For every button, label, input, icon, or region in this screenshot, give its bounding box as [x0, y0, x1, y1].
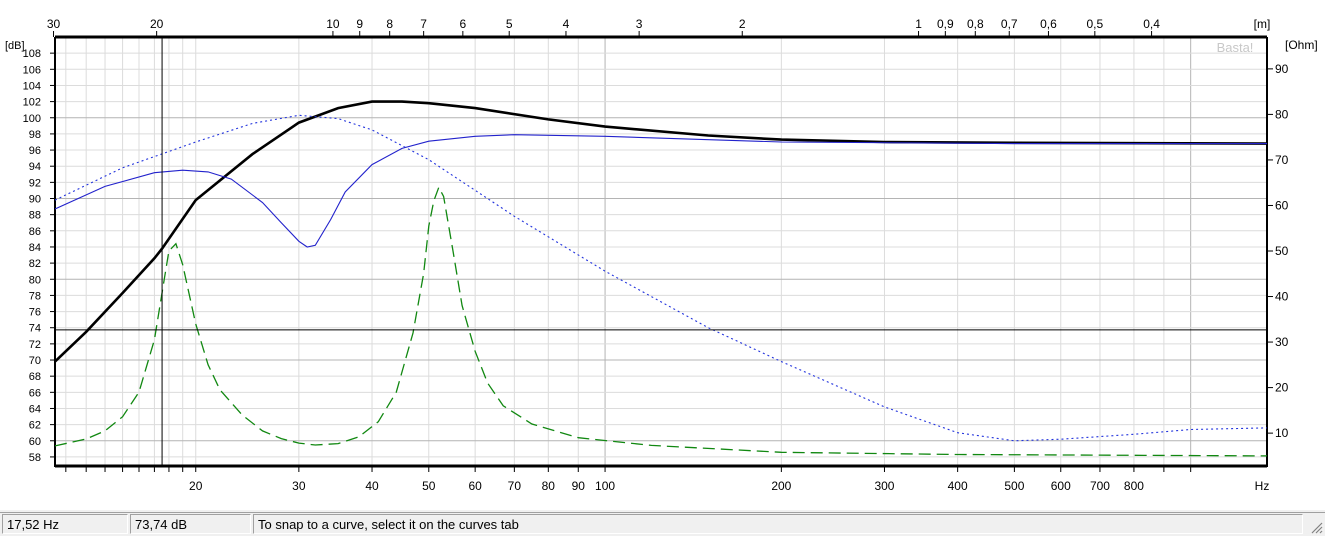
wavelength-tick-label: 9 [356, 17, 363, 31]
wavelength-tick-label: 30 [47, 17, 61, 31]
wavelength-tick-label: 20 [150, 17, 164, 31]
wavelength-tick-label: 10 [326, 17, 340, 31]
chart-background [0, 0, 1325, 510]
freq-unit-label: Hz [1255, 479, 1270, 493]
wavelength-tick-label: 4 [563, 17, 570, 31]
db-tick-label: 86 [29, 226, 41, 238]
wavelength-tick-label: 5 [506, 17, 513, 31]
db-tick-label: 62 [29, 420, 41, 432]
ohm-tick-label: 60 [1275, 198, 1289, 212]
resize-grip-icon[interactable] [1309, 520, 1323, 534]
freq-tick-label: 30 [292, 479, 306, 493]
wavelength-tick-label: 3 [636, 17, 643, 31]
status-hint: To snap to a curve, select it on the cur… [253, 514, 1303, 534]
ohm-tick-label: 70 [1275, 153, 1289, 167]
wavelength-tick-label: 2 [739, 17, 746, 31]
freq-tick-label: 20 [189, 479, 203, 493]
ohm-tick-label: 90 [1275, 62, 1289, 76]
wavelength-tick-label: 0,6 [1040, 17, 1057, 31]
ohm-tick-label: 80 [1275, 107, 1289, 121]
freq-tick-label: 40 [365, 479, 379, 493]
db-tick-label: 90 [29, 194, 41, 206]
db-tick-label: 72 [29, 339, 41, 351]
ohm-tick-label: 30 [1275, 335, 1289, 349]
db-tick-label: 92 [29, 177, 41, 189]
spl-driver-curve [55, 134, 1267, 248]
freq-tick-label: 600 [1051, 479, 1071, 493]
wavelength-tick-label: 0,5 [1086, 17, 1103, 31]
db-tick-label: 80 [29, 274, 41, 286]
freq-tick-label: 300 [874, 479, 894, 493]
freq-tick-label: 70 [508, 479, 522, 493]
wavelength-tick-label: 8 [386, 17, 393, 31]
db-tick-label: 58 [29, 452, 41, 464]
impedance-curve [55, 185, 1267, 457]
db-tick-label: 106 [23, 64, 41, 76]
db-tick-label: 60 [29, 436, 41, 448]
freq-tick-label: 800 [1124, 479, 1144, 493]
db-tick-label: 104 [23, 80, 41, 92]
wavelength-tick-label: 0,7 [1001, 17, 1018, 31]
db-tick-label: 76 [29, 307, 41, 319]
db-tick-label: 66 [29, 387, 41, 399]
ohm-unit-label: [Ohm] [1285, 38, 1318, 52]
wavelength-tick-label: 0,9 [937, 17, 954, 31]
freq-tick-label: 400 [948, 479, 968, 493]
db-tick-label: 68 [29, 371, 41, 383]
frequency-response-chart[interactable]: 5860626466687072747678808284868890929496… [0, 0, 1325, 510]
freq-tick-label: 700 [1090, 479, 1110, 493]
wavelength-tick-label: 0,4 [1143, 17, 1160, 31]
db-tick-label: 102 [23, 97, 41, 109]
db-tick-label: 108 [23, 48, 41, 60]
db-tick-label: 88 [29, 210, 41, 222]
db-tick-label: 98 [29, 129, 41, 141]
status-level: 73,74 dB [130, 514, 251, 534]
db-tick-label: 100 [23, 113, 41, 125]
freq-tick-label: 50 [422, 479, 436, 493]
status-bar: 17,52 Hz 73,74 dB To snap to a curve, se… [0, 512, 1325, 536]
db-tick-label: 96 [29, 145, 41, 157]
watermark: Basta! [1217, 40, 1254, 55]
freq-tick-label: 90 [572, 479, 586, 493]
freq-tick-label: 60 [468, 479, 482, 493]
ohm-tick-label: 40 [1275, 290, 1289, 304]
wavelength-tick-label: 6 [460, 17, 467, 31]
ohm-tick-label: 10 [1275, 426, 1289, 440]
spl-total-curve [55, 100, 1267, 363]
freq-tick-label: 80 [542, 479, 556, 493]
db-tick-label: 78 [29, 290, 41, 302]
freq-tick-label: 500 [1004, 479, 1024, 493]
db-tick-label: 84 [29, 242, 41, 254]
freq-tick-label: 200 [771, 479, 791, 493]
db-tick-label: 82 [29, 258, 41, 270]
ohm-tick-label: 50 [1275, 244, 1289, 258]
chart-area[interactable]: 58 60 62 64 66 68 70 72 74 76 78 80 82 84 86 88 90 92 94 96… [0, 0, 1325, 510]
wavelength-tick-label: 7 [420, 17, 427, 31]
wavelength-tick-label: 1 [915, 17, 922, 31]
wavelength-tick-label: 0,8 [967, 17, 984, 31]
db-tick-label: 64 [29, 403, 41, 415]
wavelength-unit-label: [m] [1254, 17, 1271, 31]
status-frequency: 17,52 Hz [2, 514, 128, 534]
db-tick-label: 70 [29, 355, 41, 367]
ohm-tick-label: 20 [1275, 381, 1289, 395]
freq-tick-label: 100 [595, 479, 615, 493]
db-tick-label: 74 [29, 323, 41, 335]
db-tick-label: 94 [29, 161, 41, 173]
db-unit-label: [dB] [5, 40, 25, 52]
